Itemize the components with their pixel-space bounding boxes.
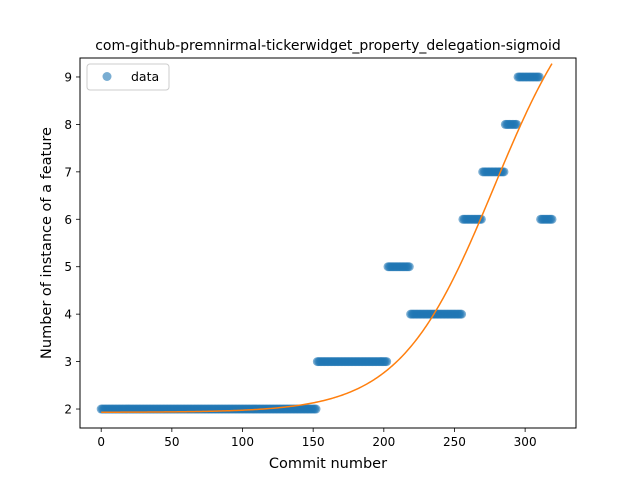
y-axis-label: Number of instance of a feature — [39, 127, 55, 359]
y-tick-label: 2 — [64, 403, 72, 417]
data-point — [404, 262, 414, 272]
plot-content — [96, 63, 557, 414]
data-point — [311, 404, 321, 414]
legend: data — [86, 63, 170, 91]
x-tick-label: 150 — [302, 435, 325, 449]
x-tick-label: 50 — [164, 435, 179, 449]
legend-label-data: data — [131, 69, 159, 84]
y-tick-label: 3 — [64, 355, 72, 369]
y-tick-label: 5 — [64, 260, 72, 274]
chart-title: com-github-premnirmal-tickerwidget_prope… — [95, 38, 561, 54]
data-point — [512, 119, 522, 129]
data-point — [382, 357, 392, 367]
x-axis: 0 50 100 150 200 250 300 — [97, 428, 537, 449]
x-tick-label: 0 — [97, 435, 105, 449]
legend-box — [86, 63, 170, 91]
x-tick-label: 250 — [443, 435, 466, 449]
y-tick-label: 4 — [64, 308, 72, 322]
y-tick-label: 7 — [64, 165, 72, 179]
y-tick-label: 8 — [64, 118, 72, 132]
x-tick-label: 200 — [372, 435, 395, 449]
x-tick-label: 300 — [514, 435, 537, 449]
data-point — [547, 214, 557, 224]
y-tick-label: 9 — [64, 70, 72, 84]
x-tick-label: 100 — [231, 435, 254, 449]
legend-marker-data — [102, 72, 112, 81]
data-point — [534, 72, 544, 82]
x-axis-label: Commit number — [269, 456, 387, 472]
data-point — [457, 309, 467, 319]
y-axis: 2 3 4 5 6 7 8 9 — [64, 70, 80, 417]
fit-line — [101, 63, 553, 413]
plot-frame — [79, 57, 577, 429]
y-tick-label: 6 — [64, 213, 72, 227]
